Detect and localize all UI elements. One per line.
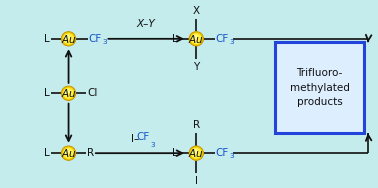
Circle shape xyxy=(62,147,75,160)
Text: X: X xyxy=(193,6,200,16)
Circle shape xyxy=(64,89,73,98)
Text: I–: I– xyxy=(131,133,139,143)
Circle shape xyxy=(190,32,203,45)
Circle shape xyxy=(62,87,75,100)
Text: $\it{Au}$: $\it{Au}$ xyxy=(61,87,76,99)
Text: $\it{Au}$: $\it{Au}$ xyxy=(61,33,76,45)
Text: CF: CF xyxy=(216,34,229,44)
Text: R: R xyxy=(87,148,94,158)
Circle shape xyxy=(192,149,197,154)
Circle shape xyxy=(65,35,69,39)
Text: 3: 3 xyxy=(150,142,155,148)
Text: L: L xyxy=(172,148,177,158)
Text: $\it{Au}$: $\it{Au}$ xyxy=(188,33,204,45)
FancyBboxPatch shape xyxy=(275,42,364,133)
Text: L: L xyxy=(44,148,50,158)
Text: 3: 3 xyxy=(230,39,234,45)
Text: 3: 3 xyxy=(230,153,234,159)
Text: CF: CF xyxy=(216,148,229,158)
Circle shape xyxy=(192,35,197,39)
Circle shape xyxy=(62,32,75,45)
Text: Trifluoro-: Trifluoro- xyxy=(296,68,343,78)
Text: X–Y: X–Y xyxy=(137,19,156,29)
Text: CF: CF xyxy=(136,132,150,142)
Text: products: products xyxy=(297,97,342,107)
Text: R: R xyxy=(193,120,200,130)
Circle shape xyxy=(62,32,76,46)
Circle shape xyxy=(63,88,74,99)
Circle shape xyxy=(64,149,73,158)
Circle shape xyxy=(190,147,203,160)
Circle shape xyxy=(62,146,76,160)
Circle shape xyxy=(189,146,203,160)
Text: $\it{Au}$: $\it{Au}$ xyxy=(188,147,204,159)
Circle shape xyxy=(192,149,201,158)
Text: $\it{Au}$: $\it{Au}$ xyxy=(61,147,76,159)
Circle shape xyxy=(63,33,74,45)
Text: 3: 3 xyxy=(102,39,107,45)
Circle shape xyxy=(191,147,202,159)
Circle shape xyxy=(62,86,76,100)
Text: Y: Y xyxy=(193,62,200,72)
Text: methylated: methylated xyxy=(290,83,349,93)
Circle shape xyxy=(63,147,74,159)
Text: L: L xyxy=(44,34,50,44)
Text: L: L xyxy=(172,34,177,44)
Circle shape xyxy=(191,33,202,45)
Text: L: L xyxy=(44,88,50,98)
Text: I: I xyxy=(195,176,198,186)
Circle shape xyxy=(64,34,73,44)
Circle shape xyxy=(65,89,69,94)
Text: Cl: Cl xyxy=(87,88,98,98)
Text: CF: CF xyxy=(88,34,101,44)
Circle shape xyxy=(189,32,203,46)
Circle shape xyxy=(65,149,69,154)
Circle shape xyxy=(192,34,201,44)
